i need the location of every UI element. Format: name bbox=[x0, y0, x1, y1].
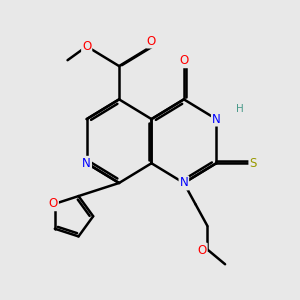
Text: N: N bbox=[212, 112, 220, 126]
Text: S: S bbox=[249, 157, 257, 170]
Text: H: H bbox=[236, 104, 244, 114]
Text: O: O bbox=[179, 54, 188, 67]
Text: O: O bbox=[82, 40, 91, 53]
Text: N: N bbox=[82, 157, 91, 170]
Text: O: O bbox=[147, 34, 156, 48]
Text: N: N bbox=[179, 176, 188, 190]
Text: O: O bbox=[49, 197, 58, 210]
Text: O: O bbox=[197, 244, 207, 256]
